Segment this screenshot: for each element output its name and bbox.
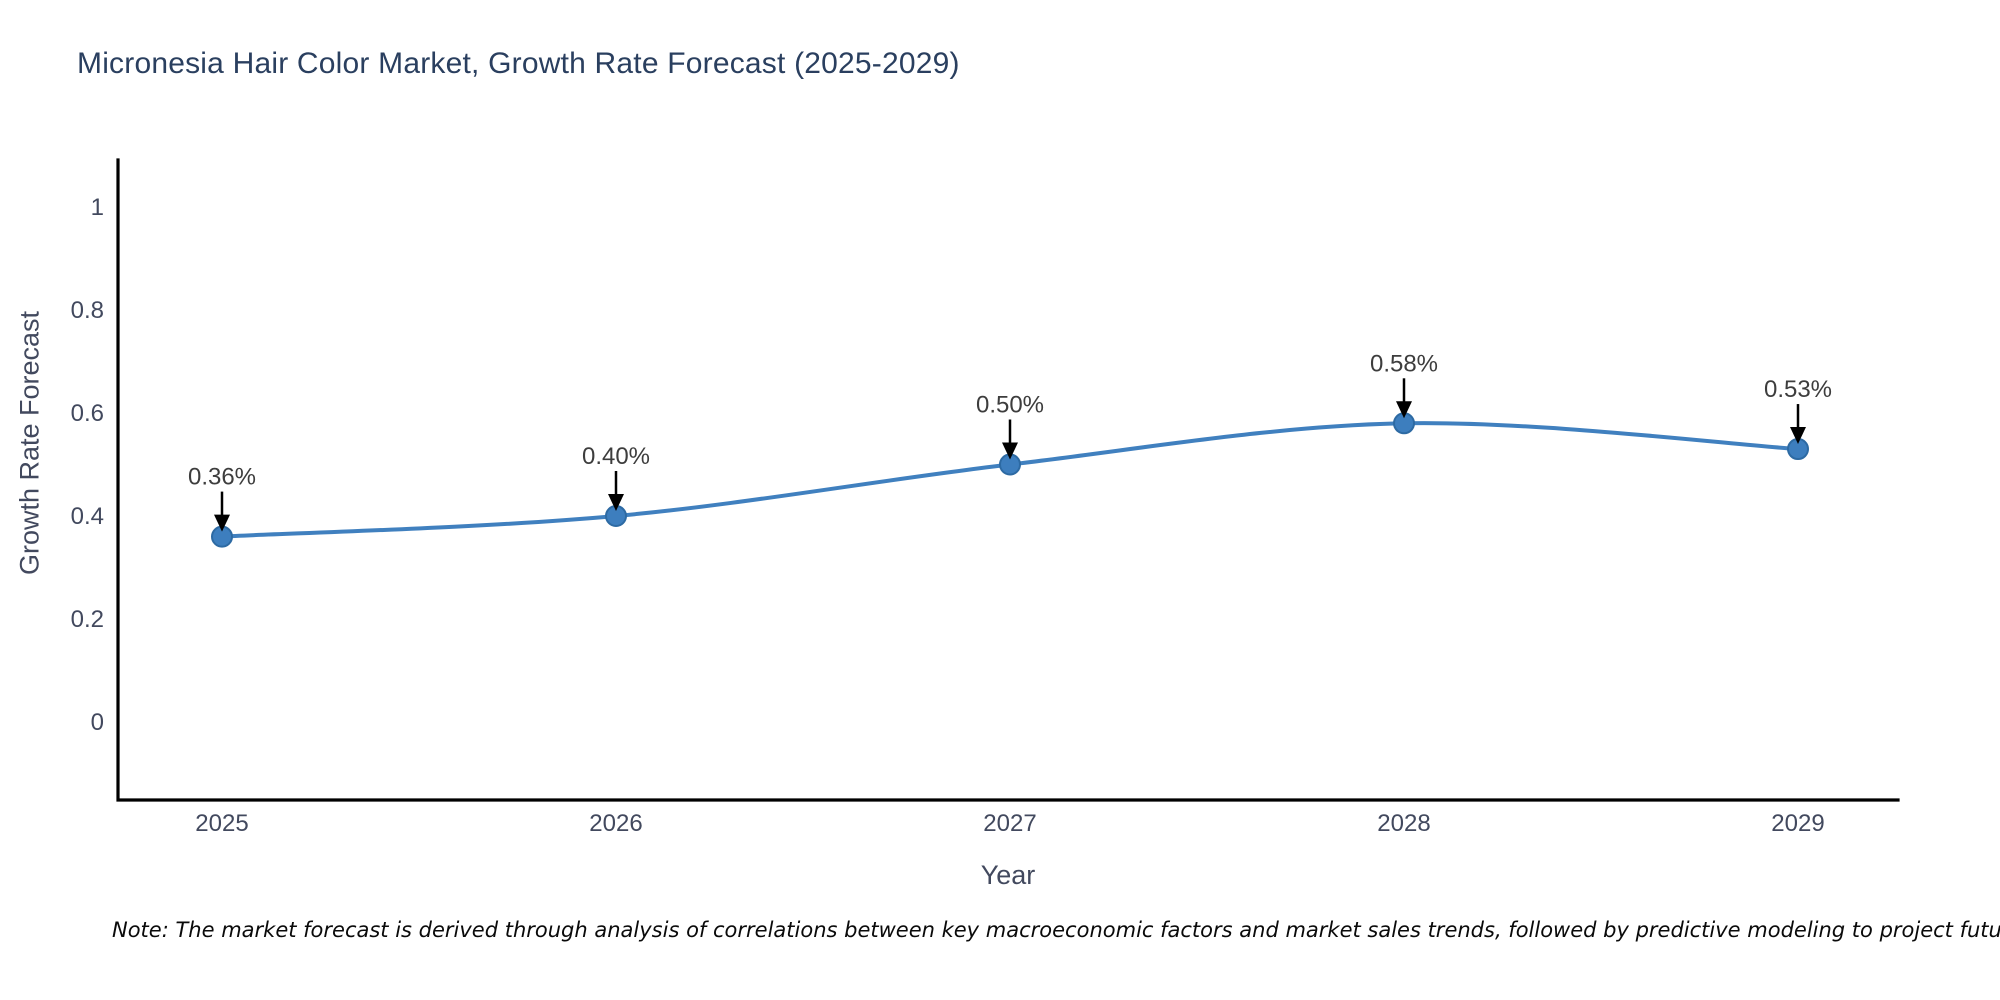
chart-title: Micronesia Hair Color Market, Growth Rat… [77, 47, 960, 80]
x-tick-label: 2028 [1377, 810, 1430, 837]
annotation-label: 0.50% [976, 392, 1044, 419]
annotation-label: 0.58% [1370, 350, 1438, 377]
annotation-label: 0.53% [1764, 376, 1832, 403]
y-tick-label: 0 [91, 709, 104, 736]
x-tick-label: 2026 [589, 810, 642, 837]
y-tick-label: 0.4 [71, 503, 104, 530]
y-tick-label: 0.6 [71, 400, 104, 427]
annotation-arrowhead [214, 514, 230, 532]
axes-spines [116, 158, 1900, 802]
y-tick-label: 1 [91, 194, 104, 221]
annotation-arrowhead [1790, 427, 1806, 445]
y-tick-label: 0.8 [71, 297, 104, 324]
annotation-arrowhead [608, 494, 624, 511]
x-tick-label: 2029 [1771, 810, 1824, 837]
y-axis-title: Growth Rate Forecast [14, 310, 45, 576]
y-tick-label: 0.2 [71, 606, 104, 633]
footnote-text: Note: The market forecast is derived thr… [112, 918, 2000, 942]
annotation-arrowhead [1396, 401, 1412, 419]
x-tick-label: 2027 [983, 810, 1036, 837]
x-axis-title: Year [980, 860, 1036, 890]
annotation-arrowhead [1002, 442, 1018, 460]
annotation-label: 0.36% [188, 464, 256, 491]
x-tick-label: 2025 [195, 810, 248, 837]
annotation-label: 0.40% [582, 443, 650, 470]
